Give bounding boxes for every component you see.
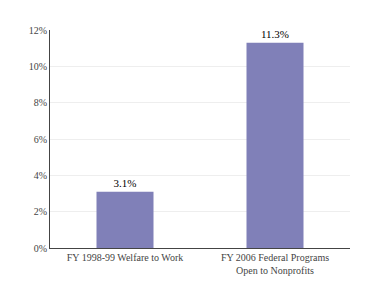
svg-text:11.3%: 11.3% — [261, 28, 289, 40]
svg-text:6%: 6% — [34, 134, 47, 145]
svg-text:FY 2006 Federal ProgramsOpen t: FY 2006 Federal ProgramsOpen to Nonprofi… — [221, 252, 329, 276]
svg-text:8%: 8% — [34, 97, 47, 108]
svg-text:FY 1998-99 Welfare to Work: FY 1998-99 Welfare to Work — [67, 252, 184, 263]
svg-text:12%: 12% — [29, 25, 47, 36]
svg-text:10%: 10% — [29, 61, 47, 72]
svg-text:2%: 2% — [34, 206, 47, 217]
svg-text:0%: 0% — [34, 243, 47, 254]
svg-text:3.1%: 3.1% — [114, 177, 137, 189]
svg-text:4%: 4% — [34, 170, 47, 181]
